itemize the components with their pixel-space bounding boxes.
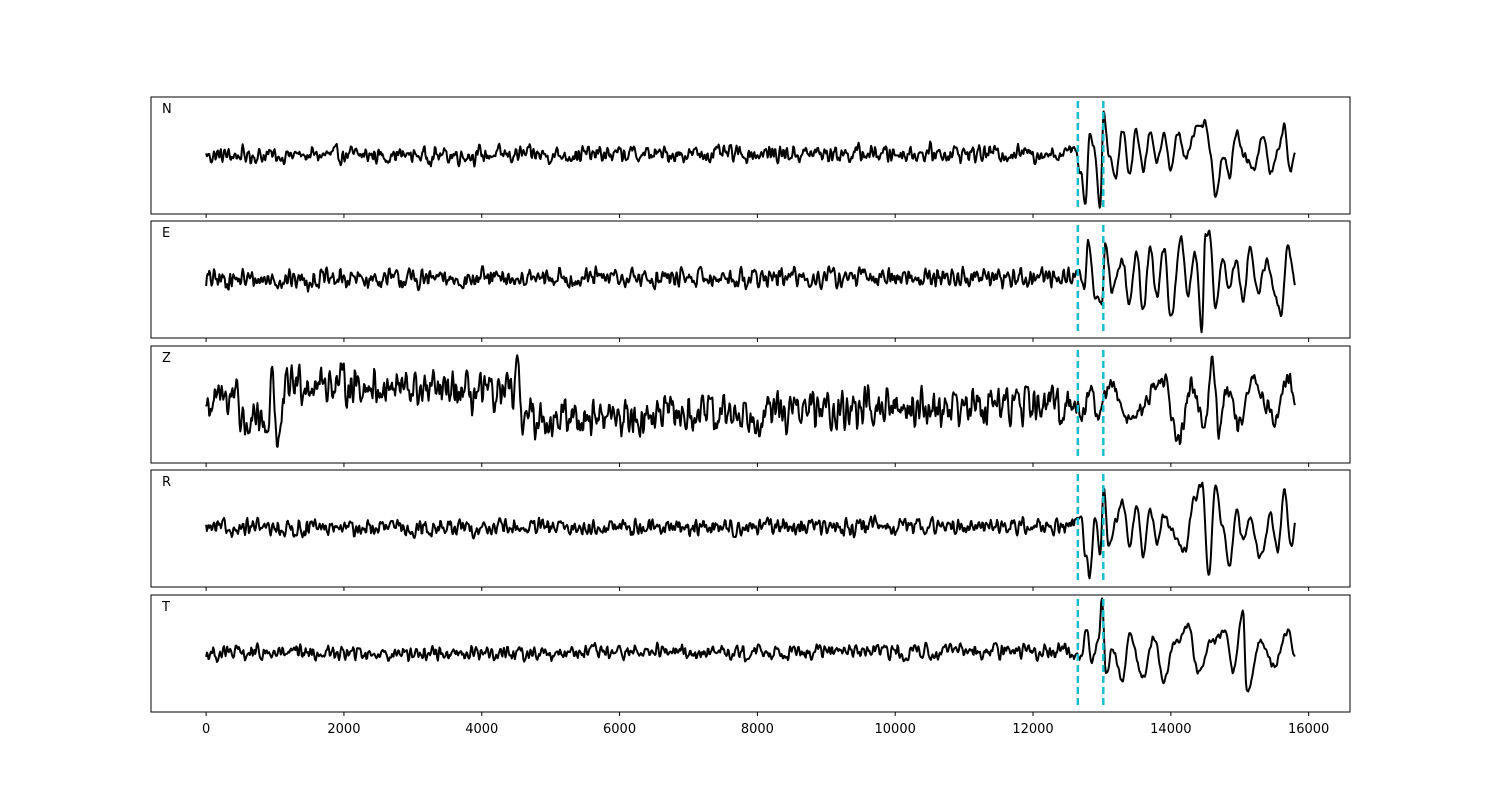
waveform-r [205,481,1296,580]
waveform-n [205,110,1296,209]
panel-frame [150,220,1351,339]
panel-frame [150,594,1351,713]
x-tick-label: 0 [202,722,210,737]
panel-label: E [162,226,170,241]
panel-label: R [162,475,171,490]
panel-frame [150,469,1351,588]
panel-t: T [150,594,1351,716]
x-tick-label: 14000 [1150,722,1191,737]
panel-frame [150,345,1351,464]
panel-label: Z [162,351,171,366]
waveform-e [205,229,1296,334]
x-tick-label: 4000 [465,722,498,737]
panel-label: N [162,102,172,117]
panel-frame [150,96,1351,215]
x-tick-label: 12000 [1012,722,1053,737]
panel-r: R [150,469,1351,591]
x-axis: 0 2000 4000 6000 8000 10000 12000 14000 16000 [202,722,1329,737]
panel-label: T [161,600,170,615]
x-tick-label: 16000 [1288,722,1329,737]
x-tick-label: 8000 [741,722,774,737]
panel-z: Z [150,345,1351,467]
waveform-z [205,354,1296,448]
waveform-t [205,597,1296,693]
x-tick-label: 10000 [875,722,916,737]
x-tick-label: 6000 [603,722,636,737]
panel-n: N [150,96,1351,218]
x-tick-label: 2000 [327,722,360,737]
panel-e: E [150,220,1351,342]
panel-stack: N E Z R T [150,96,1351,716]
